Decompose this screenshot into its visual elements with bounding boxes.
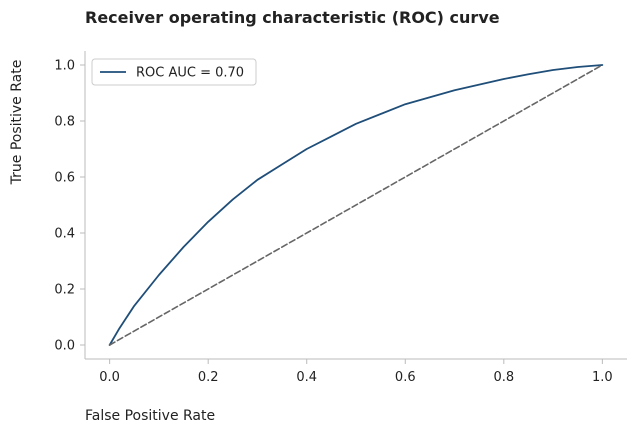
y-tick-label: 0.4	[54, 227, 75, 242]
legend-label: ROC AUC = 0.70	[136, 66, 244, 81]
x-axis-label: False Positive Rate	[85, 408, 216, 424]
x-tick-label: 0.2	[198, 370, 219, 385]
y-tick-label: 1.0	[54, 59, 75, 74]
x-tick-label: 1.0	[592, 370, 613, 385]
roc-curve-line	[108, 64, 604, 346]
y-tick-label: 0.6	[54, 171, 75, 186]
y-tick-label: 0.8	[54, 115, 75, 130]
chance-diagonal-line	[108, 64, 604, 346]
x-tick-label: 0.0	[99, 370, 120, 385]
legend-box	[91, 58, 257, 86]
x-tick-label: 0.4	[296, 370, 317, 385]
chart-title: Receiver operating characteristic (ROC) …	[85, 8, 500, 27]
x-tick-label: 0.8	[493, 370, 514, 385]
y-tick-label: 0.2	[54, 283, 75, 298]
y-tick-label: 0.0	[54, 339, 75, 354]
x-tick-label: 0.6	[395, 370, 416, 385]
